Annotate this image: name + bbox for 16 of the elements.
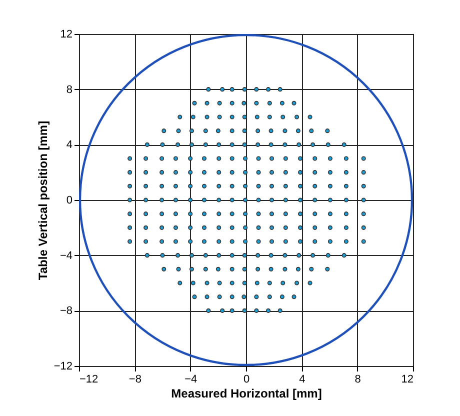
y-tick-label: 0 [66, 194, 72, 206]
y-tick-label: 8 [66, 84, 72, 96]
x-tick-label: −4 [184, 374, 198, 386]
y-tick-label: −12 [54, 360, 72, 372]
x-tick-label: 4 [299, 374, 306, 386]
x-axis-title: Measured Horizontal [mm] [171, 386, 322, 400]
x-tick-label: 0 [243, 374, 250, 386]
x-tick-label: −8 [128, 374, 142, 386]
y-tick-label: 4 [66, 139, 72, 152]
x-tick-label: 12 [401, 374, 414, 386]
y-axis-title: Table Vertical position [mm] [36, 120, 50, 280]
y-tick-label: −8 [60, 305, 72, 318]
y-tick-label: 12 [60, 28, 72, 40]
y-tick-label: −4 [60, 250, 72, 262]
x-tick-label: −12 [80, 374, 98, 386]
x-tick-label: 8 [354, 374, 361, 386]
